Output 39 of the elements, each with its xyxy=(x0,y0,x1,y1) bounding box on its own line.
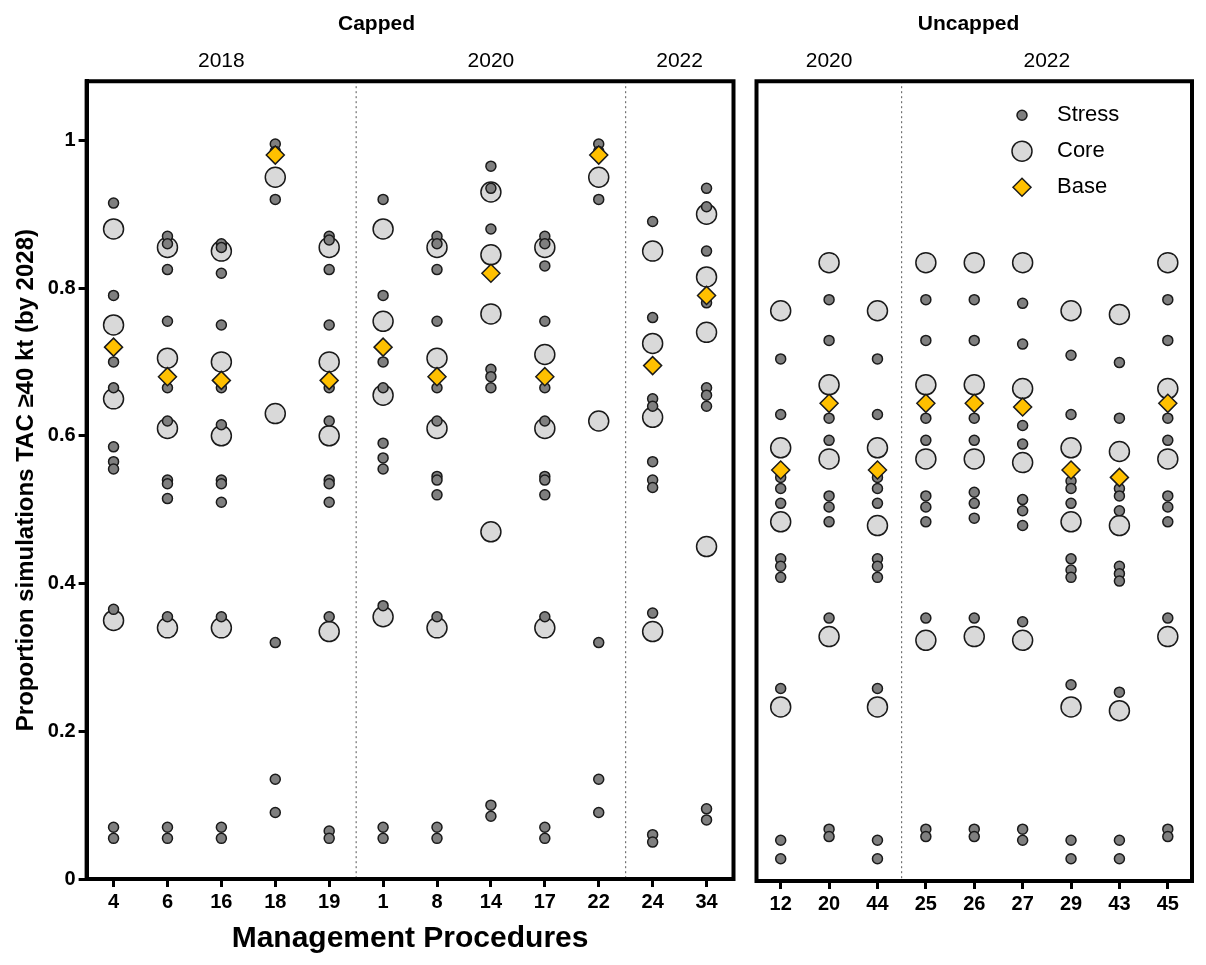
chart-title: Uncapped xyxy=(917,11,1020,35)
text: 2022 xyxy=(656,48,703,72)
x-tick-label: 27 xyxy=(1011,891,1034,914)
text: 2020 xyxy=(805,48,853,72)
x-tick-label: 14 xyxy=(479,889,503,912)
y-tick-label: 0.8 xyxy=(47,275,76,298)
y-axis-title: Proportion simulations TAC ≥40 kt (by 2028) xyxy=(11,229,39,732)
legend-label: Core xyxy=(1057,137,1105,163)
y-tick-label: 0.4 xyxy=(47,571,77,594)
legend-label: Base xyxy=(1057,173,1108,199)
y-tick-label: 0.6 xyxy=(47,423,76,446)
x-tick-label: 12 xyxy=(769,891,792,914)
text: 2020 xyxy=(467,48,515,72)
x-tick-label: 25 xyxy=(914,891,937,914)
x-tick-label: 18 xyxy=(264,889,287,912)
x-tick-label: 19 xyxy=(318,889,341,912)
x-tick-label: 29 xyxy=(1059,891,1083,914)
x-tick-label: 16 xyxy=(210,889,233,912)
x-tick-label: 8 xyxy=(431,889,443,912)
x-tick-label: 4 xyxy=(107,889,120,912)
y-tick-label: 1 xyxy=(64,127,76,150)
legend-label: Stress xyxy=(1057,101,1120,127)
x-tick-label: 22 xyxy=(587,889,610,912)
x-tick-label: 34 xyxy=(695,889,719,912)
text: 2018 xyxy=(198,48,245,72)
x-tick-label: 26 xyxy=(963,891,986,914)
x-tick-label: 45 xyxy=(1156,891,1179,914)
x-tick-label: 17 xyxy=(533,889,556,912)
x-tick-label: 43 xyxy=(1108,891,1131,914)
y-tick-label: 0 xyxy=(64,866,76,889)
text: 2022 xyxy=(1023,48,1071,72)
x-tick-label: 44 xyxy=(866,891,890,914)
chart-title: Capped xyxy=(337,11,416,35)
y-tick-label: 0.2 xyxy=(47,718,76,741)
x-tick-label: 20 xyxy=(817,891,841,914)
x-tick-label: 24 xyxy=(641,889,665,912)
x-tick-label: 1 xyxy=(377,889,389,912)
x-axis-title: Management Procedures xyxy=(231,920,589,954)
x-tick-label: 6 xyxy=(161,889,174,912)
